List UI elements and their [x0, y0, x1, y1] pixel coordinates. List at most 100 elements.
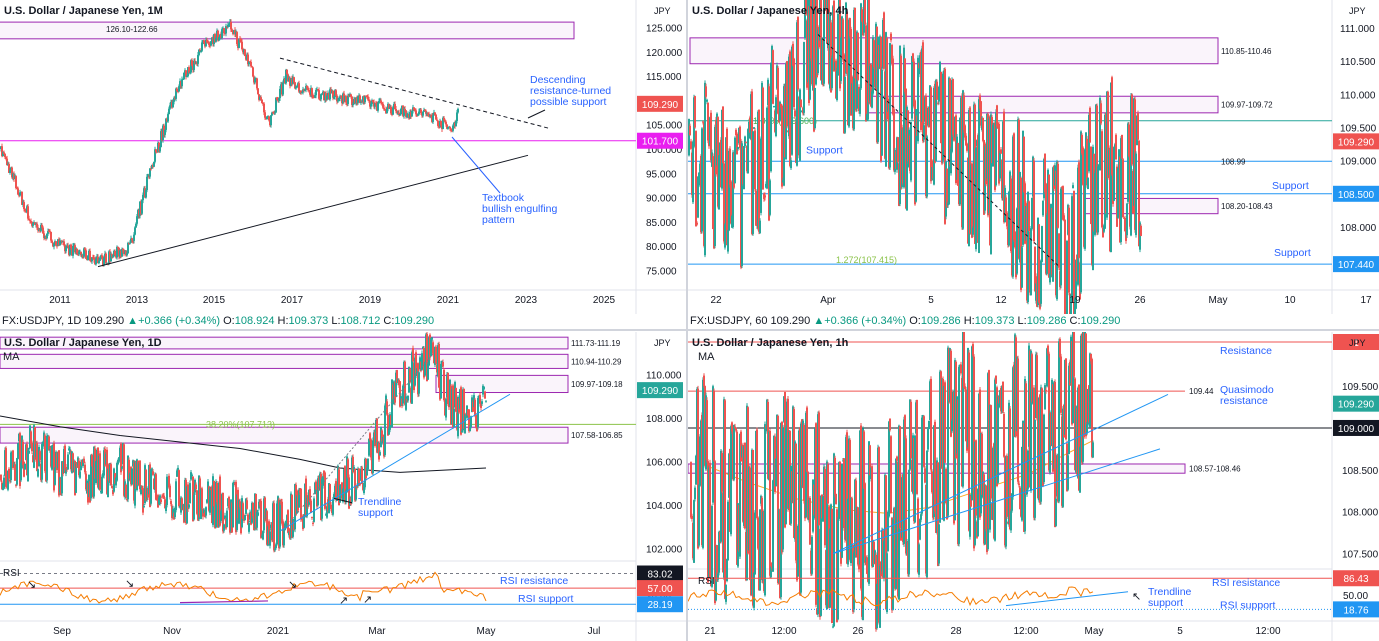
daily-candle [19, 433, 21, 487]
hourly-candle [950, 350, 952, 437]
daily-candle [44, 435, 46, 472]
daily-candle [151, 468, 153, 471]
hourly-rsi-86-tag: 86.43 [1343, 574, 1368, 585]
monthly-candle [186, 76, 188, 78]
h4-candle [962, 90, 964, 229]
monthly-candle [29, 220, 31, 222]
monthly-candle [365, 95, 367, 97]
hourly-rsi-86-tag-bg [1333, 570, 1379, 587]
daily-chart-panel[interactable]: 111.73-111.19 110.94-110.29 109.97-109.18 1… [0, 332, 686, 641]
daily-candle [463, 388, 465, 429]
hourly-candle [1034, 419, 1036, 518]
h4-candle [803, 42, 805, 113]
h4-chart-panel[interactable]: 110.85-110.46 109.97-109.72 108.20-108.43 1… [688, 0, 1379, 314]
monthly-candle [110, 254, 112, 262]
hourly-candle [1009, 408, 1011, 530]
daily-chart-title: U.S. Dollar / Japanese Yen, 1D [4, 337, 162, 349]
h4-candle [764, 195, 766, 198]
hourly-candle [703, 375, 705, 387]
h4-candle [1073, 190, 1075, 314]
monthly-candle [150, 168, 152, 170]
h4-candle [883, 12, 885, 69]
h4-support-label-3: Support [1274, 247, 1311, 259]
daily-candle [242, 503, 244, 519]
daily-zone-box [435, 374, 569, 394]
daily-candle [177, 467, 179, 471]
h4-candle [846, 11, 848, 73]
monthly-candle [66, 245, 68, 248]
h4-candle [792, 43, 794, 66]
daily-candle [175, 481, 177, 511]
monthly-candle [236, 32, 238, 45]
monthly-candle [224, 33, 226, 35]
daily-candle [191, 474, 193, 476]
h4-candle [737, 146, 739, 150]
daily-candle [262, 531, 264, 540]
daily-rsi-line [0, 571, 487, 604]
hourly-candle [965, 389, 967, 442]
hourly-candle [1092, 442, 1094, 458]
h4-candle [849, 18, 851, 37]
h4-last-price-tag-bg [1333, 133, 1379, 150]
hourly-candle [964, 386, 966, 390]
hourly-info-close: 109.290 [1080, 315, 1121, 327]
h4-zone-label: 110.85-110.46 [1221, 47, 1272, 56]
monthly-candle [93, 257, 95, 260]
h4-candle [1126, 203, 1128, 236]
monthly-chart-panel[interactable]: 126.10-122.66 Descending resistance-turned… [0, 0, 686, 314]
monthly-candle [74, 245, 76, 253]
h4-candle [911, 56, 913, 119]
daily-candle [477, 398, 479, 428]
monthly-candle [277, 99, 279, 101]
monthly-candle [445, 121, 447, 125]
hourly-rsi-label: RSI [698, 576, 715, 587]
monthly-annotation-resistance-3: possible support [530, 96, 607, 108]
horizontal-divider [0, 329, 1379, 331]
hourly-x-tick-label: 12:00 [1013, 626, 1038, 637]
h4-candle [786, 61, 788, 127]
hourly-candle [937, 462, 939, 566]
hourly-candle [908, 469, 910, 575]
monthly-candle [225, 26, 227, 34]
monthly-candle [155, 149, 157, 152]
daily-candle [36, 442, 38, 471]
hourly-candle [1079, 447, 1081, 493]
monthly-last-price-tag-bg [637, 95, 683, 112]
h4-candle [935, 80, 937, 162]
hourly-currency-label: JPY [1349, 338, 1366, 348]
hourly-ma-indicator-label[interactable]: MA [698, 351, 715, 363]
hourly-candle [910, 401, 912, 459]
monthly-candle [89, 250, 91, 261]
daily-candle [28, 450, 30, 454]
daily-candle [356, 485, 358, 488]
monthly-candle [438, 125, 440, 127]
daily-ma-indicator-label[interactable]: MA [3, 351, 20, 363]
h4-candle [964, 125, 966, 138]
daily-rsi-divergence-arrow-2: ↘ [125, 578, 134, 590]
daily-candle [469, 427, 471, 432]
daily-info-change: +0.366 (+0.34%) [138, 315, 221, 327]
h4-y-tick-label: 111.000 [1340, 24, 1375, 35]
daily-candle [351, 457, 353, 502]
monthly-candle [218, 37, 220, 41]
hourly-level-109-tag: 109.000 [1338, 424, 1375, 435]
daily-candle [145, 469, 147, 500]
hourly-chart-panel[interactable]: Resistance 109.44 Quasimodo resistance 108.5… [688, 332, 1379, 641]
daily-candle [139, 460, 141, 490]
h4-candle [1078, 162, 1080, 258]
h4-candle [1044, 153, 1046, 193]
daily-candle [432, 342, 434, 354]
monthly-candle [300, 90, 302, 94]
daily-candle [206, 499, 208, 503]
hourly-candle [835, 493, 837, 505]
monthly-candle [70, 244, 72, 248]
monthly-candle [239, 38, 241, 41]
daily-candle [276, 503, 278, 545]
hourly-candle [694, 487, 696, 500]
daily-candle [418, 372, 420, 394]
monthly-candle [392, 107, 394, 115]
monthly-candle [351, 96, 353, 105]
daily-candle [277, 496, 279, 503]
hourly-candle [693, 500, 695, 563]
h4-candle [1138, 140, 1140, 247]
